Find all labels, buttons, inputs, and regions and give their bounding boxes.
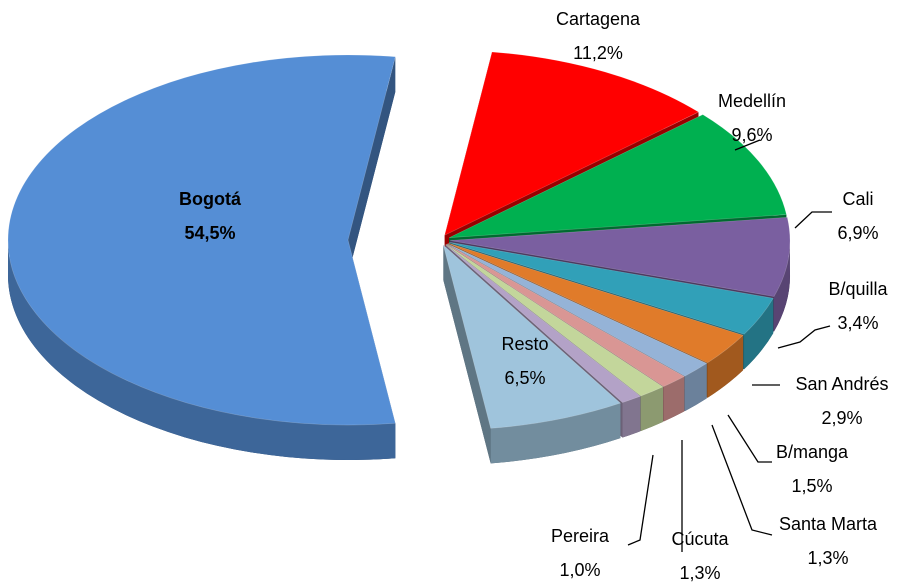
slice-rim: [622, 396, 641, 438]
slice: [7, 54, 396, 426]
data-labels: Bogotá 54,5% Cartagena 11,2% Medellín 9,6% Cal…: [179, 9, 889, 583]
value-label: 54,5%: [184, 223, 235, 243]
category-label: Pereira: [551, 526, 610, 546]
category-label: Resto: [501, 334, 548, 354]
slice: [449, 241, 774, 335]
slice: [448, 114, 787, 239]
slice-rim: [490, 403, 621, 464]
slice: [448, 242, 744, 364]
leader-line: [711, 424, 773, 536]
slice: [447, 243, 708, 377]
slice-wall: [443, 245, 491, 464]
slice-wall: [348, 56, 396, 276]
slice-rim: [684, 363, 707, 412]
category-label: Cartagena: [556, 9, 641, 29]
pie-slices: [7, 51, 791, 429]
slice: [445, 244, 664, 397]
value-label: 9,6%: [731, 125, 772, 145]
value-label: 6,9%: [837, 223, 878, 243]
category-label: B/manga: [776, 442, 849, 462]
value-label: 2,9%: [821, 408, 862, 428]
category-label: Cúcuta: [671, 529, 729, 549]
slice-rim: [707, 335, 744, 398]
slice: [446, 243, 685, 387]
leader-line: [777, 325, 831, 349]
category-label: San Andrés: [795, 374, 888, 394]
slice: [445, 244, 641, 403]
leader-line: [734, 139, 761, 151]
leader-line: [794, 211, 832, 229]
slice-rim: [640, 386, 664, 431]
slice: [449, 217, 791, 297]
leader-line: [627, 454, 654, 546]
slice-rim: [8, 240, 396, 461]
slice-rim: [663, 376, 685, 422]
leader-lines: [627, 139, 832, 552]
value-label: 3,4%: [837, 313, 878, 333]
value-label: 1,0%: [559, 560, 600, 580]
value-label: 1,3%: [807, 548, 848, 568]
value-label: 1,3%: [679, 563, 720, 583]
value-label: 11,2%: [573, 43, 623, 63]
category-label: Cali: [842, 189, 873, 209]
category-label: Medellín: [718, 91, 786, 111]
value-label: 6,5%: [504, 368, 545, 388]
category-label: B/quilla: [828, 279, 888, 299]
slice: [444, 51, 700, 236]
category-label: Bogotá: [179, 189, 242, 209]
value-label: 1,5%: [791, 476, 832, 496]
leader-line: [727, 414, 772, 463]
slice-rim: [744, 298, 774, 370]
slice-rim: [774, 240, 790, 332]
category-label: Santa Marta: [779, 514, 878, 534]
slice: [442, 244, 621, 429]
